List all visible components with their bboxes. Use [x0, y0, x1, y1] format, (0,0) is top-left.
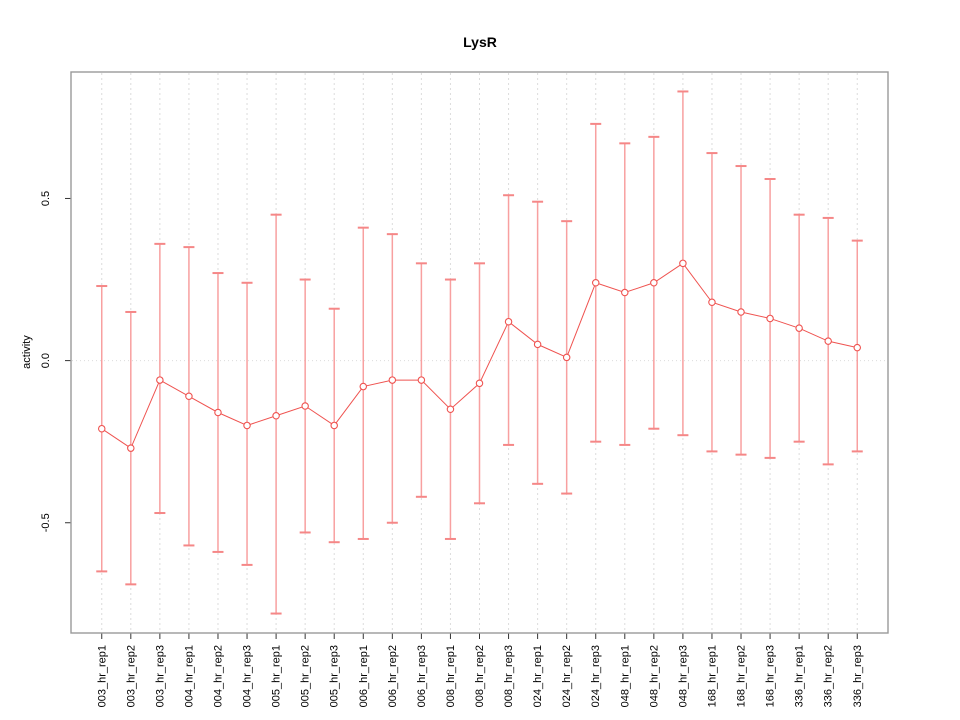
x-tick-label: 004_hr_rep2 — [212, 645, 224, 707]
x-tick-label: 004_hr_rep1 — [183, 645, 195, 707]
data-point — [127, 444, 135, 452]
data-point — [824, 337, 832, 345]
x-tick-label: 008_hr_rep1 — [445, 645, 457, 707]
data-point — [359, 382, 368, 391]
y-tick-label: 0.0 — [40, 353, 52, 368]
plot-title: LysR — [463, 34, 497, 50]
data-point — [388, 376, 397, 384]
y-tick-label: 0.5 — [40, 191, 52, 206]
x-tick-label: 008_hr_rep2 — [474, 645, 486, 707]
x-tick-label: 168_hr_rep1 — [706, 645, 718, 707]
plot-box — [70, 71, 889, 634]
x-tick-label: 168_hr_rep3 — [765, 645, 777, 707]
data-point — [650, 279, 658, 287]
data-point — [185, 392, 193, 401]
data-point — [795, 324, 803, 332]
y-axis-label: activity — [21, 335, 33, 369]
x-tick-label: 003_hr_rep2 — [125, 645, 137, 707]
data-point — [272, 411, 280, 420]
data-point — [475, 379, 484, 388]
data-point — [766, 314, 774, 323]
data-point — [504, 317, 513, 326]
x-tick-label: 006_hr_rep3 — [416, 645, 428, 707]
tick-labels-layer: 003_hr_rep1 003_hr_rep2 003_hr_rep3 004_hr_… — [40, 191, 864, 708]
x-tick-label: 024_hr_rep3 — [590, 645, 602, 707]
x-tick-label: 024_hr_rep1 — [532, 645, 544, 707]
x-tick-label: 336_hr_rep2 — [823, 645, 835, 707]
data-point — [214, 408, 222, 417]
x-tick-label: 004_hr_rep3 — [242, 645, 254, 707]
x-tick-label: 005_hr_rep2 — [300, 645, 312, 707]
x-tick-label: 005_hr_rep3 — [329, 645, 341, 707]
x-tick-label: 024_hr_rep2 — [561, 645, 573, 707]
x-tick-label: 006_hr_rep2 — [387, 645, 399, 707]
x-tick-label: 005_hr_rep1 — [271, 645, 283, 707]
data-point — [679, 259, 687, 268]
x-tick-label: 003_hr_rep1 — [96, 645, 108, 707]
data-point — [621, 288, 629, 297]
data-point — [591, 279, 600, 287]
x-tick-label: 336_hr_rep3 — [852, 645, 864, 707]
x-tick-label: 003_hr_rep3 — [154, 645, 166, 707]
x-tick-label: 168_hr_rep2 — [736, 645, 748, 707]
data-point — [98, 424, 106, 433]
x-tick-label: 008_hr_rep3 — [503, 645, 515, 707]
x-tick-label: 336_hr_rep1 — [794, 645, 806, 707]
x-tick-label: 048_hr_rep2 — [648, 645, 660, 707]
data-point — [417, 376, 426, 384]
data-point — [156, 376, 164, 384]
x-tick-label: 048_hr_rep3 — [677, 645, 689, 707]
data-point — [562, 353, 571, 362]
x-tick-label: 006_hr_rep1 — [358, 645, 370, 707]
data-point — [853, 343, 861, 352]
axes-layer — [65, 197, 858, 639]
data-point — [243, 421, 251, 430]
data-point — [708, 298, 716, 306]
data-point — [737, 308, 745, 316]
data-points-layer — [98, 259, 861, 452]
x-tick-label: 048_hr_rep1 — [619, 645, 631, 707]
data-point — [330, 421, 338, 430]
data-point — [533, 340, 542, 349]
data-point — [446, 405, 455, 413]
data-point — [301, 402, 309, 410]
y-tick-label: -0.5 — [40, 513, 52, 532]
